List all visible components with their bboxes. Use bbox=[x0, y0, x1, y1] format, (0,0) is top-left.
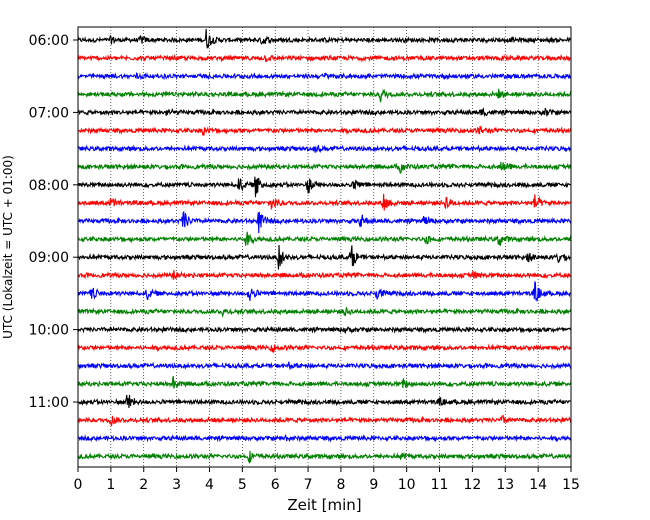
x-tick-label: 2 bbox=[139, 477, 148, 493]
trace-line bbox=[77, 361, 572, 370]
x-tick-label: 12 bbox=[463, 477, 481, 493]
trace-line bbox=[77, 414, 572, 426]
y-tick-label: 08:00 bbox=[29, 178, 69, 194]
x-tick-label: 9 bbox=[369, 477, 378, 493]
x-tick-label: 13 bbox=[496, 477, 514, 493]
trace-line bbox=[77, 270, 572, 280]
trace-line bbox=[77, 210, 572, 234]
x-tick-label: 8 bbox=[336, 477, 345, 493]
y-tick-label: 06:00 bbox=[29, 33, 69, 49]
trace-line bbox=[77, 231, 572, 246]
x-tick-label: 15 bbox=[562, 477, 580, 493]
x-tick-label: 7 bbox=[304, 477, 313, 493]
x-tick-label: 11 bbox=[431, 477, 449, 493]
x-tick-label: 6 bbox=[271, 477, 280, 493]
y-axis-label: UTC (Lokalzeit = UTC + 01:00) bbox=[1, 155, 15, 339]
trace-line bbox=[77, 106, 572, 118]
x-axis-label: Zeit [min] bbox=[287, 496, 361, 514]
trace-line bbox=[77, 88, 572, 104]
trace-line bbox=[77, 394, 572, 408]
x-tick-label: 0 bbox=[74, 477, 83, 493]
traces-layer bbox=[77, 28, 572, 464]
plot-frame bbox=[77, 26, 572, 468]
x-tick-label: 5 bbox=[238, 477, 247, 493]
x-tick-label: 14 bbox=[529, 477, 547, 493]
grid-layer bbox=[110, 27, 539, 467]
x-axis: 0 1 2 3 4 5 6 7 8 9 10 11 12 13 14 15 bbox=[74, 467, 580, 493]
trace-line bbox=[77, 281, 572, 303]
trace-line bbox=[77, 376, 572, 389]
trace-line bbox=[77, 53, 572, 63]
trace-line bbox=[77, 125, 572, 136]
trace-line bbox=[77, 162, 572, 174]
trace-line bbox=[77, 433, 572, 443]
trace-line bbox=[77, 72, 572, 81]
trace-line bbox=[77, 193, 572, 211]
trace-line bbox=[77, 307, 572, 318]
trace-line bbox=[77, 245, 572, 270]
x-tick-label: 10 bbox=[398, 477, 416, 493]
x-tick-label: 1 bbox=[106, 477, 115, 493]
y-tick-label: 10:00 bbox=[29, 323, 69, 339]
trace-line bbox=[77, 28, 572, 49]
y-tick-label: 07:00 bbox=[29, 105, 69, 121]
y-tick-label: 11:00 bbox=[29, 395, 69, 411]
x-tick-label: 4 bbox=[205, 477, 214, 493]
y-axis: 06:00 07:00 08:00 09:00 10:00 11:00 bbox=[29, 33, 78, 411]
trace-line bbox=[77, 325, 572, 335]
trace-line bbox=[77, 343, 572, 354]
trace-line bbox=[77, 144, 572, 154]
trace-line bbox=[77, 176, 572, 198]
trace-line bbox=[77, 450, 572, 464]
y-tick-label: 09:00 bbox=[29, 250, 69, 266]
x-tick-label: 3 bbox=[172, 477, 181, 493]
